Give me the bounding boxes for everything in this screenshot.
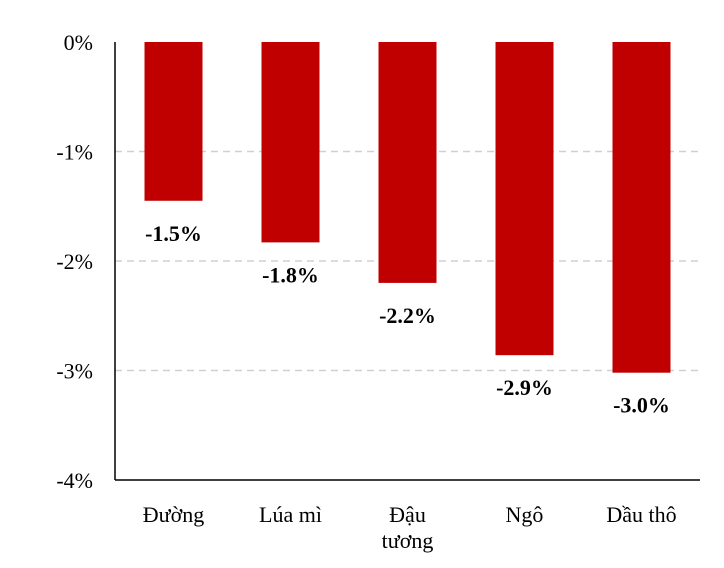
data-label: -1.5% bbox=[145, 221, 202, 246]
x-category-label: Ngô bbox=[506, 502, 544, 527]
y-tick-label: -2% bbox=[56, 249, 93, 274]
data-label: -2.9% bbox=[496, 375, 553, 400]
y-tick-label: -3% bbox=[56, 359, 93, 384]
y-tick-label: 0% bbox=[64, 30, 93, 55]
x-category-label: Dầu thô bbox=[606, 502, 676, 527]
bar bbox=[495, 42, 554, 356]
data-label: -3.0% bbox=[613, 393, 670, 418]
y-tick-label: -4% bbox=[56, 468, 93, 493]
data-label: -2.2% bbox=[379, 303, 436, 328]
bars bbox=[144, 42, 671, 373]
x-category-label: Đường bbox=[143, 502, 204, 527]
axes bbox=[114, 42, 700, 481]
bar bbox=[261, 42, 320, 243]
x-category-label: Đậu tương bbox=[382, 502, 434, 553]
y-tick-label: -1% bbox=[56, 140, 93, 165]
bar bbox=[378, 42, 437, 283]
bar bbox=[612, 42, 671, 373]
bar bbox=[144, 42, 203, 201]
x-category-label: Lúa mì bbox=[259, 502, 322, 527]
labels: 0% -1% -2% -3% -4% -1.5% Đường -1.8% Lúa mì -2.2%… bbox=[56, 30, 676, 553]
data-label: -1.8% bbox=[262, 262, 319, 287]
